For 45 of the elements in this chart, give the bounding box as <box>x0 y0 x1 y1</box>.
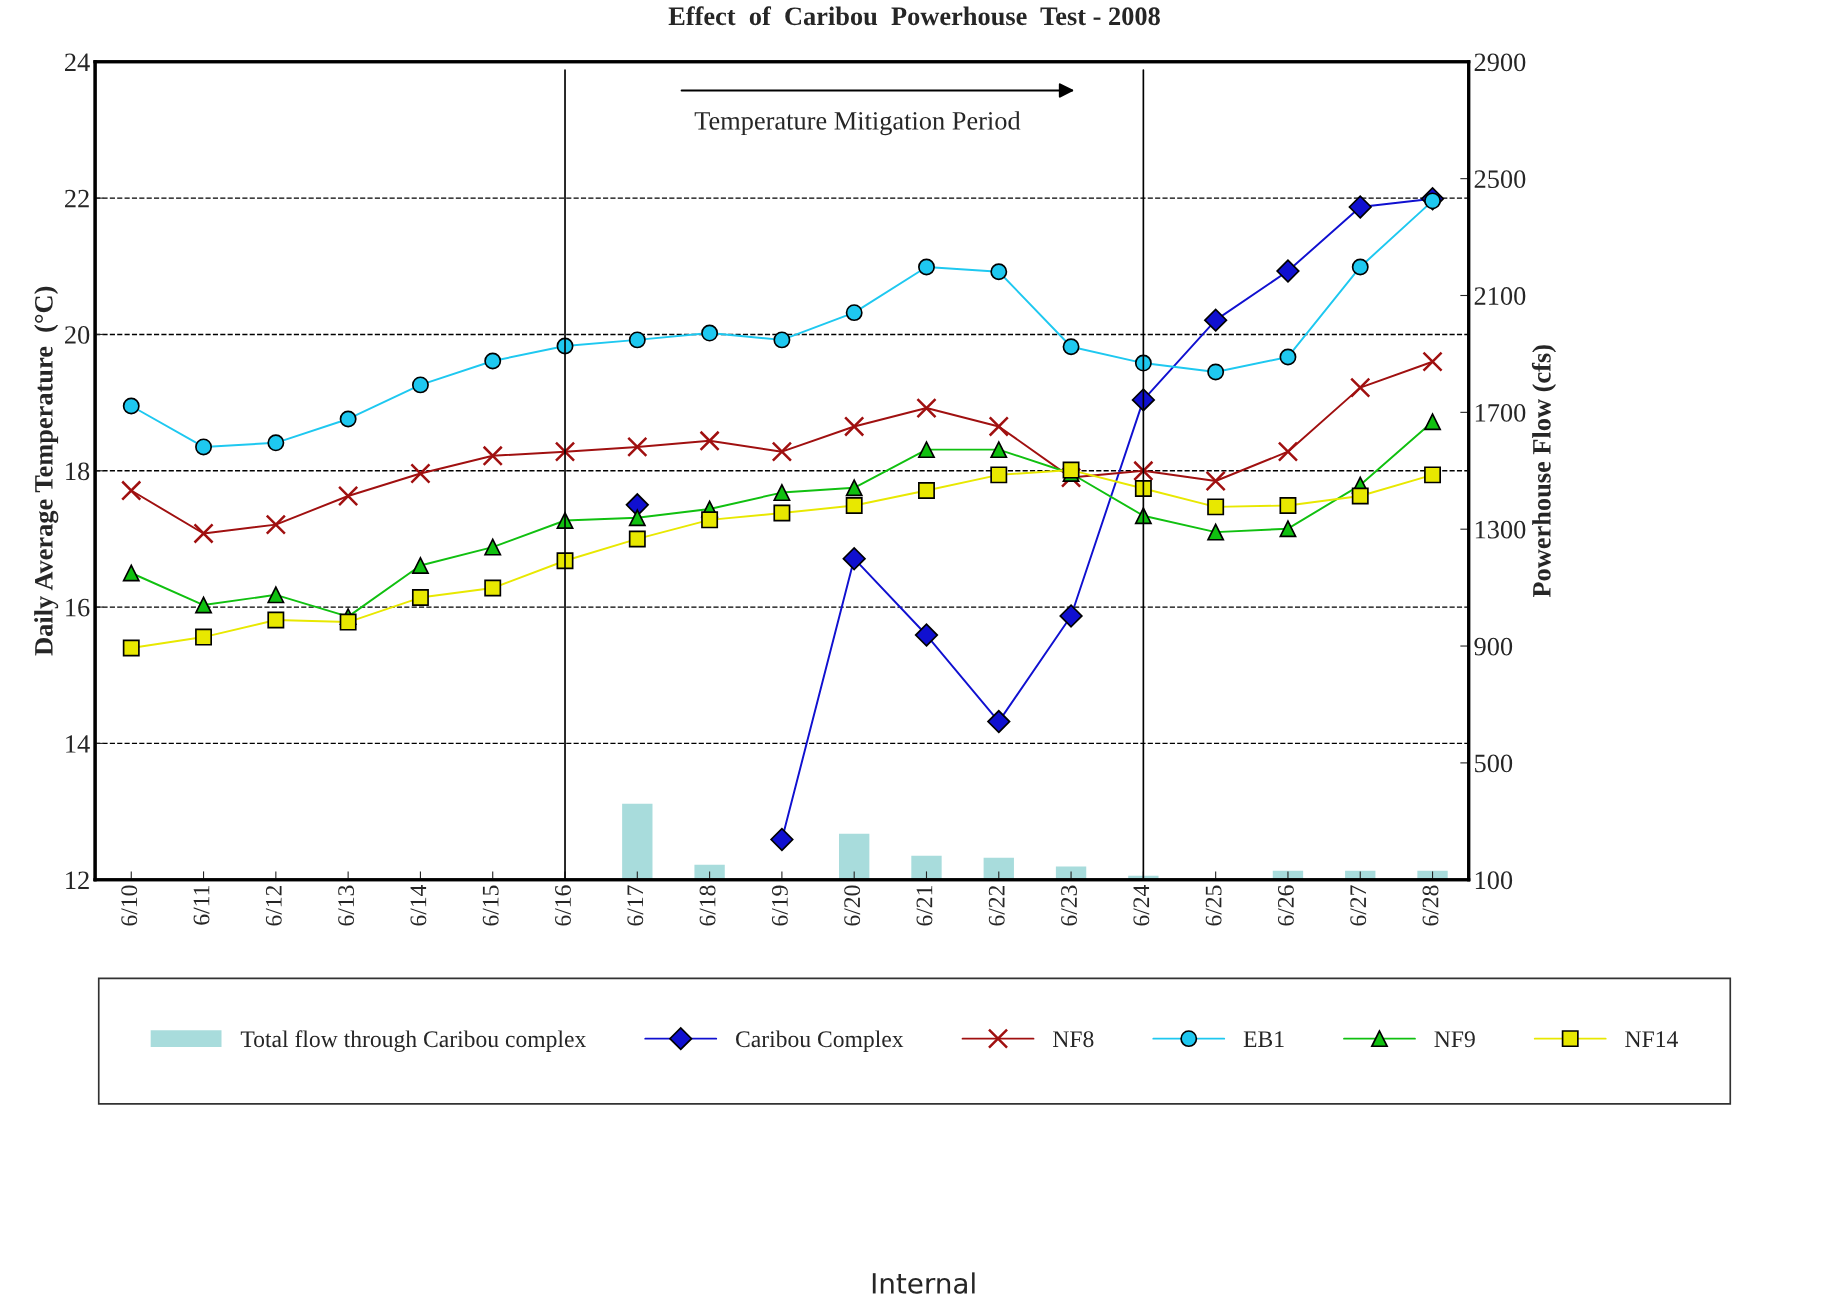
y2-tick-label: 1700 <box>1475 403 1526 422</box>
x-tick-label: 6/23 <box>1061 885 1077 926</box>
y-tick-label: 20 <box>65 326 90 344</box>
x-tick-label: 6/12 <box>265 885 282 926</box>
x-tick-label: 6/17 <box>627 885 644 926</box>
legend-label: Caribou Complex <box>736 1030 904 1052</box>
x-tick-label: 6/14 <box>410 884 427 926</box>
x-tick-label: 6/22 <box>988 885 1005 926</box>
y2-axis-title: Powerhouse Flow (cfs) <box>1531 345 1557 598</box>
text: Internal <box>872 1272 975 1294</box>
x-tick-label: 6/26 <box>1278 885 1294 926</box>
x-tick-label: 6/15 <box>482 885 499 926</box>
legend-label: EB1 <box>1243 1031 1284 1047</box>
y2-tick-label: 500 <box>1475 754 1513 773</box>
legend-label: NF9 <box>1434 1031 1475 1048</box>
y-axis-title: Daily Average Temperature (°C) <box>34 286 59 656</box>
legend-label: NF8 <box>1053 1031 1094 1048</box>
y-tick-label: 22 <box>65 189 89 208</box>
x-tick-label: 6/19 <box>771 885 788 926</box>
x-tick-label: 6/21 <box>916 886 933 926</box>
x-tick-label: 6/24 <box>1133 884 1150 926</box>
y2-tick-label: 2900 <box>1474 53 1526 72</box>
y-tick-label: 24 <box>65 53 90 71</box>
x-tick-label: 6/20 <box>844 885 861 926</box>
x-tick-label: 6/10 <box>121 885 138 926</box>
x-tick-label: 6/11 <box>193 886 210 925</box>
x-tick-label: 6/18 <box>699 885 716 926</box>
legend-label: Total flow through Caribou complex <box>240 1030 586 1052</box>
chart-title: Effect of Caribou Powerhouse Test - 2008 <box>668 6 1160 26</box>
y-tick-label: 16 <box>66 598 90 617</box>
y2-tick-label: 2100 <box>1474 287 1526 305</box>
x-tick-label: 6/13 <box>338 885 355 926</box>
y-tick-label: 14 <box>66 735 90 753</box>
y2-tick-label: 100 <box>1475 871 1513 890</box>
x-tick-label: 6/27 <box>1350 885 1367 926</box>
y2-tick-label: 900 <box>1474 637 1513 656</box>
x-tick-label: 6/16 <box>555 885 571 926</box>
y-tick-label: 18 <box>66 462 90 481</box>
legend-label: NF14 <box>1625 1031 1678 1047</box>
x-tick-label: 6/28 <box>1422 885 1439 926</box>
annotation: Temperature Mitigation Period <box>694 111 1021 136</box>
y-tick-label: 12 <box>66 871 89 889</box>
y2-tick-label: 2500 <box>1474 170 1526 189</box>
x-tick-label: 6/25 <box>1205 885 1222 926</box>
y2-tick-label: 1300 <box>1475 520 1526 539</box>
